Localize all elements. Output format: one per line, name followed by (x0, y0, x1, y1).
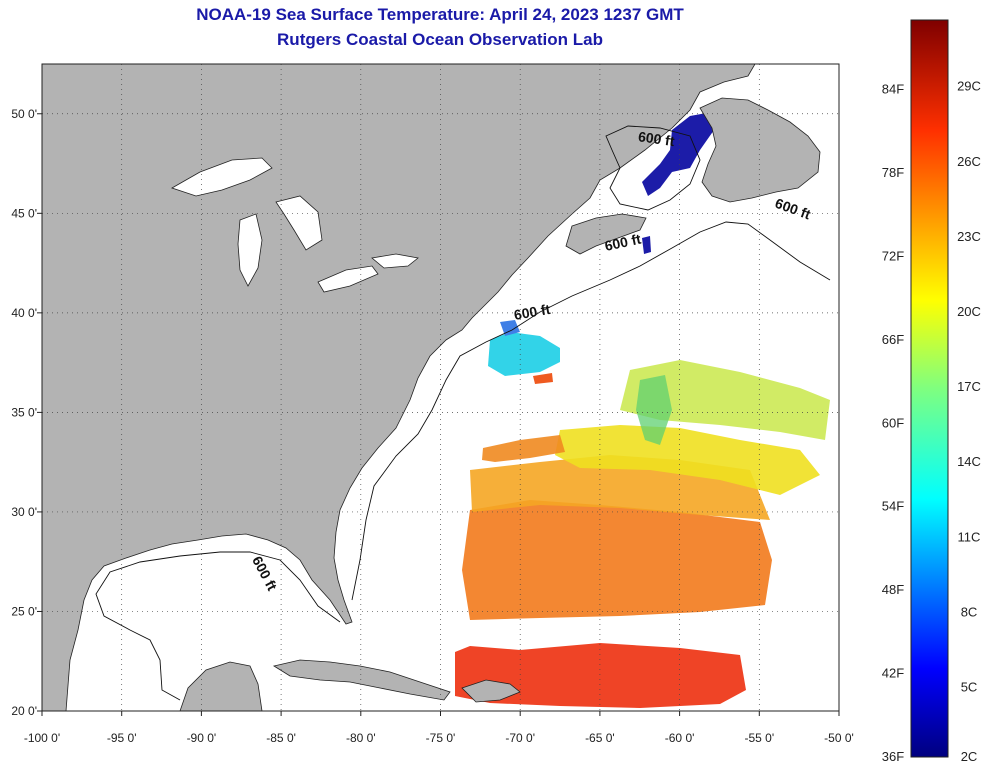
sst-patch-band-yellow (555, 425, 820, 495)
isobath-gulf-stlawrence (605, 125, 701, 211)
isobath-600ft-contours (95, 125, 831, 701)
sst-patch-southern-red (455, 643, 746, 708)
sst-patch-band-orange (462, 500, 772, 620)
lat-tick-label: 50 0' (11, 107, 37, 121)
lat-tick-label: 40 0' (11, 306, 37, 320)
yucatan-land (179, 661, 263, 711)
lon-tick-label: -50 0' (824, 731, 854, 745)
lon-tick-label: -65 0' (585, 731, 615, 745)
lon-tick-label: -70 0' (505, 731, 535, 745)
sst-patch-shelf-cyan (488, 332, 560, 376)
lat-tick-label: 20 0' (11, 704, 37, 718)
isobath-atlantic-shelf (351, 221, 831, 601)
lat-tick-label: 25 0' (11, 604, 37, 618)
map-title: NOAA-19 Sea Surface Temperature: April 2… (196, 5, 684, 24)
sst-patch-small-red (533, 373, 553, 384)
longitude-tick-labels: -100 0' -95 0' -90 0' -85 0' -80 0' -75 0' -70… (24, 711, 854, 745)
lake-superior (171, 157, 273, 197)
isobath-label: 600 ft (603, 231, 642, 254)
lake-huron (275, 195, 323, 251)
lat-tick-label: 30 0' (11, 505, 37, 519)
cuba-land (272, 659, 451, 701)
lon-tick-label: -95 0' (107, 731, 137, 745)
isobath-label: 600 ft (637, 128, 676, 149)
lon-tick-label: -90 0' (187, 731, 217, 745)
sst-patch-gulf-stlawrence-navy (642, 112, 714, 196)
sst-patch-nova-scotia-navy (642, 236, 651, 254)
isobath-label: 600 ft (513, 301, 552, 323)
great-lakes (171, 157, 419, 293)
sst-patch-shelf-blue (500, 320, 520, 336)
lon-tick-label: -55 0' (744, 731, 774, 745)
isobath-gulf-of-mexico (95, 551, 341, 701)
sst-patch-north-yellowgreen (620, 360, 830, 440)
sst-patch-gulfstream-orange (482, 435, 565, 462)
lon-tick-label: -85 0' (266, 731, 296, 745)
lake-erie (317, 265, 379, 293)
north-america-land (42, 64, 756, 711)
lon-tick-label: -75 0' (426, 731, 456, 745)
lat-tick-label: 45 0' (11, 206, 37, 220)
lake-ontario (371, 253, 419, 269)
map-subtitle: Rutgers Coastal Ocean Observation Lab (277, 30, 603, 49)
lon-tick-label: -80 0' (346, 731, 376, 745)
lon-tick-label: -60 0' (665, 731, 695, 745)
latitude-tick-labels: 20 0' 25 0' 30 0' 35 0' 40 0' 45 0' 50 0' (11, 107, 42, 718)
nova-scotia-land (565, 213, 647, 255)
sst-patch-green-streaks (636, 375, 672, 445)
sst-data-layer (455, 112, 830, 708)
lon-tick-label: -100 0' (24, 731, 60, 745)
land-layer (42, 64, 821, 711)
lat-tick-label: 35 0' (11, 405, 37, 419)
hispaniola-land (461, 679, 521, 703)
newfoundland-land (699, 97, 821, 203)
lake-michigan (237, 213, 263, 287)
